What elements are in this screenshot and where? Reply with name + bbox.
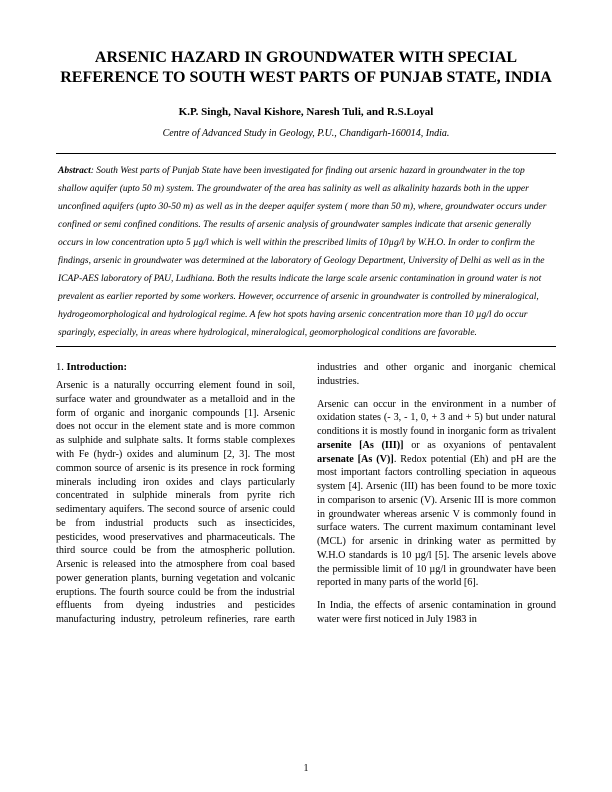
term-arsenite: arsenite [As (III)]: [317, 440, 404, 451]
section-heading-introduction: 1. Introduction:: [56, 361, 295, 375]
abstract-box: Abstract: South West parts of Punjab Sta…: [56, 153, 556, 347]
body-paragraph: In India, the effects of arsenic contami…: [317, 599, 556, 627]
section-number: 1.: [56, 362, 64, 373]
affiliation-line: Centre of Advanced Study in Geology, P.U…: [56, 128, 556, 139]
term-arsenate: arsenate [As (V)]: [317, 454, 394, 465]
body-text: Arsenic can occur in the environment in …: [317, 399, 556, 438]
abstract-body: : South West parts of Punjab State have …: [58, 166, 546, 338]
body-text: or as oxyanions of pentavalent: [404, 440, 556, 451]
abstract-label: Abstract: [58, 166, 91, 176]
section-label: Introduction:: [64, 362, 127, 373]
page-number: 1: [0, 763, 612, 774]
abstract-text: Abstract: South West parts of Punjab Sta…: [58, 166, 546, 338]
body-text: . Redox potential (Eh) and pH are the mo…: [317, 454, 556, 589]
body-columns: 1. Introduction: Arsenic is a naturally …: [56, 361, 556, 631]
authors-line: K.P. Singh, Naval Kishore, Naresh Tuli, …: [56, 106, 556, 118]
paper-title: ARSENIC HAZARD IN GROUNDWATER WITH SPECI…: [56, 48, 556, 88]
body-paragraph: Arsenic can occur in the environment in …: [317, 398, 556, 591]
page: ARSENIC HAZARD IN GROUNDWATER WITH SPECI…: [0, 0, 612, 792]
